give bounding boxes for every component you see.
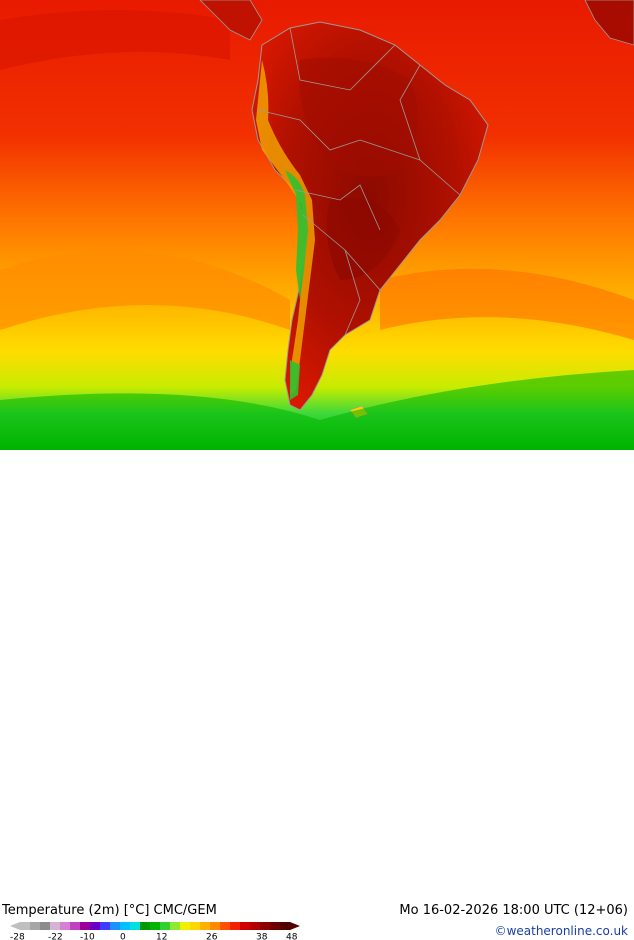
legend-tick-label: 0 (120, 933, 126, 940)
legend-swatch (120, 922, 130, 930)
legend-swatch (100, 922, 110, 930)
legend-swatch (30, 922, 40, 930)
legend-swatch (130, 922, 140, 930)
legend-swatch (20, 922, 30, 930)
legend-swatch (180, 922, 190, 930)
temperature-map (0, 0, 634, 450)
legend-arrow-right (290, 922, 300, 930)
map-footer: Temperature (2m) [°C] CMC/GEM Mo 16-02-2… (0, 450, 634, 490)
legend-swatch (40, 922, 50, 930)
valid-datetime: Mo 16-02-2026 18:00 UTC (12+06) (399, 903, 628, 919)
legend-arrow-left (10, 922, 20, 930)
legend-swatch (220, 922, 230, 930)
legend-tick-label: 26 (206, 933, 218, 940)
legend-swatch (80, 922, 90, 930)
legend-tick-label: 12 (156, 933, 167, 940)
legend-swatch (200, 922, 210, 930)
legend-swatch (270, 922, 280, 930)
legend-swatch (50, 922, 60, 930)
legend-swatch (90, 922, 100, 930)
map-title: Temperature (2m) [°C] CMC/GEM (2, 903, 217, 919)
legend-swatch (240, 922, 250, 930)
legend-swatch (70, 922, 80, 930)
legend-swatch (140, 922, 150, 930)
color-legend: -28 -22 -10 0 12 26 38 48 (8, 921, 308, 940)
legend-tick-label: 48 (286, 933, 298, 940)
legend-swatch (250, 922, 260, 930)
legend-swatch (260, 922, 270, 930)
legend-swatch (170, 922, 180, 930)
weather-map-view: Temperature (2m) [°C] CMC/GEM Mo 16-02-2… (0, 0, 634, 490)
legend-swatch (160, 922, 170, 930)
legend-swatch (210, 922, 220, 930)
legend-tick-label: -28 (10, 933, 25, 940)
legend-swatch (110, 922, 120, 930)
legend-swatch (190, 922, 200, 930)
credit-link[interactable]: ©weatheronline.co.uk (495, 923, 628, 939)
legend-swatch (280, 922, 290, 930)
legend-swatch (60, 922, 70, 930)
legend-swatch (230, 922, 240, 930)
legend-tick-label: -10 (80, 933, 95, 940)
legend-swatch (150, 922, 160, 930)
legend-tick-label: 38 (256, 933, 268, 940)
legend-tick-label: -22 (48, 933, 63, 940)
